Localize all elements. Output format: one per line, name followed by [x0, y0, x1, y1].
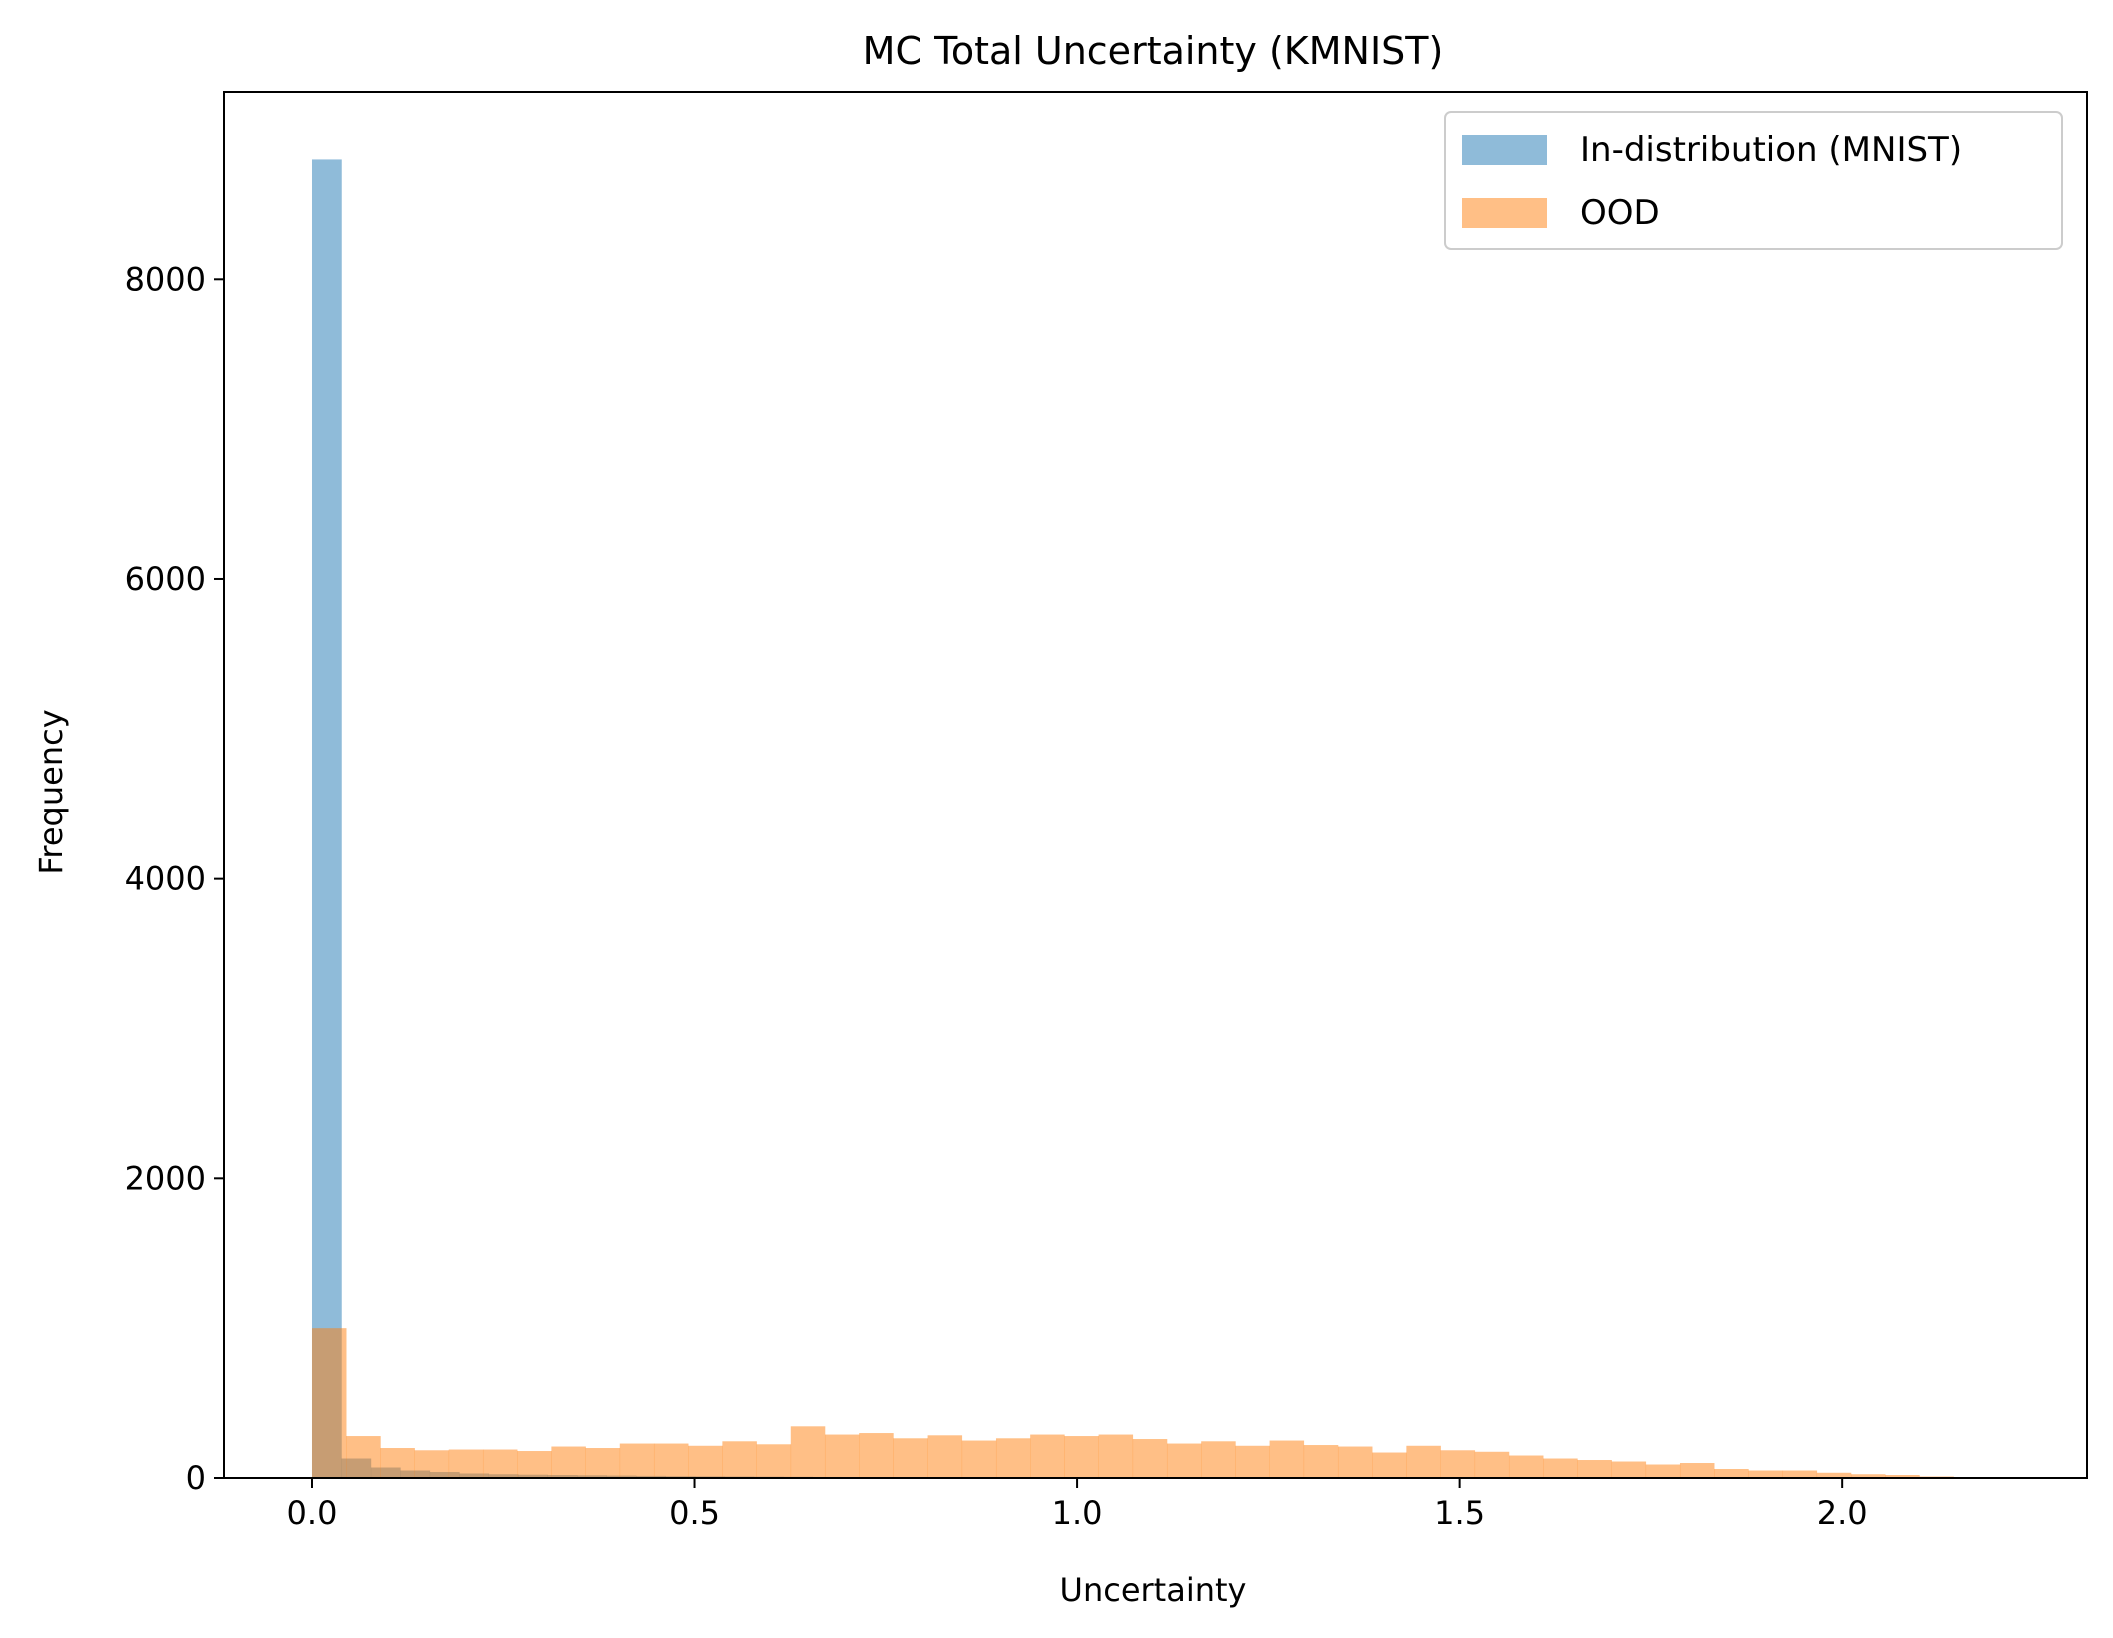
legend: In-distribution (MNIST) OOD	[1444, 111, 2063, 250]
legend-label-ood: OOD	[1580, 193, 1660, 233]
x-axis: 0.0 0.5 1.0 1.5 2.0	[287, 1478, 1868, 1532]
histogram-bar	[1714, 1469, 1749, 1478]
histogram-bar	[927, 1435, 963, 1478]
histogram-bar	[1645, 1464, 1681, 1478]
histogram-bar	[1748, 1470, 1783, 1478]
histogram-bar	[1508, 1455, 1544, 1478]
y-tick-label: 6000	[125, 560, 206, 598]
histogram-bar	[1816, 1472, 1852, 1478]
legend-swatch-ood	[1462, 198, 1547, 228]
legend-label-in-distribution: In-distribution (MNIST)	[1580, 130, 1962, 170]
legend-swatch-in-distribution	[1462, 135, 1547, 165]
series-ood	[311, 1328, 2023, 1478]
histogram-bar	[1679, 1463, 1715, 1478]
histogram-bar	[346, 1436, 381, 1478]
y-tick-label: 0	[186, 1459, 206, 1497]
histogram-bar	[448, 1449, 484, 1478]
histogram-bar	[619, 1443, 655, 1478]
histogram-bar	[311, 1328, 347, 1478]
histogram-bar	[961, 1440, 997, 1478]
series-in-distribution	[311, 159, 1314, 1479]
histogram-bar	[859, 1433, 894, 1478]
histogram-bar	[653, 1443, 689, 1478]
histogram-bar	[1577, 1460, 1612, 1478]
histogram-bar	[995, 1438, 1031, 1478]
histogram-bar	[482, 1449, 518, 1478]
histogram-bar	[790, 1426, 826, 1478]
x-tick-label: 2.0	[1817, 1494, 1868, 1532]
histogram-bar	[756, 1444, 792, 1478]
x-tick-label: 0.0	[287, 1494, 338, 1532]
histogram-bar	[1782, 1470, 1818, 1478]
histogram-bar	[1098, 1434, 1134, 1478]
x-tick-label: 1.5	[1434, 1494, 1485, 1532]
histogram-bar	[1132, 1439, 1168, 1478]
legend-frame	[1444, 111, 2063, 250]
histogram-bar	[414, 1450, 450, 1478]
histogram-bar	[1269, 1440, 1305, 1478]
histogram-bar	[688, 1445, 723, 1478]
x-axis-label: Uncertainty	[1060, 1571, 1247, 1609]
histogram-bar	[1064, 1436, 1099, 1478]
y-axis: 0 2000 4000 6000 8000	[125, 260, 224, 1497]
histogram-bar	[722, 1441, 757, 1478]
histogram-bar	[380, 1448, 415, 1478]
histogram-bar	[1303, 1445, 1339, 1478]
y-tick-label: 2000	[125, 1159, 206, 1197]
x-tick-label: 0.5	[669, 1494, 720, 1532]
histogram-bar	[1337, 1446, 1373, 1478]
histogram-bar	[1440, 1450, 1476, 1478]
chart-title: MC Total Uncertainty (KMNIST)	[863, 29, 1444, 73]
histogram-bar	[1372, 1452, 1407, 1478]
histogram-bar	[551, 1446, 586, 1478]
histogram-bar	[824, 1434, 860, 1478]
histogram-bar	[1406, 1445, 1441, 1478]
histogram-bar	[1543, 1458, 1578, 1478]
histogram-bar	[1474, 1451, 1510, 1478]
y-axis-label: Frequency	[32, 709, 70, 874]
y-tick-label: 8000	[125, 260, 206, 298]
histogram-bar	[1166, 1443, 1202, 1478]
histogram-bar	[1201, 1441, 1236, 1478]
bars-layer	[311, 159, 2023, 1479]
x-tick-label: 1.0	[1052, 1494, 1103, 1532]
histogram-bar	[1885, 1475, 1920, 1478]
histogram-bar	[311, 159, 342, 1479]
histogram-bar	[1030, 1434, 1065, 1478]
plot-frame	[223, 91, 2088, 1479]
histogram-bar	[517, 1451, 552, 1478]
histogram-bar	[1850, 1474, 1886, 1478]
histogram-bar	[893, 1438, 928, 1478]
histogram-bar	[1611, 1461, 1647, 1478]
y-tick-label: 4000	[125, 860, 206, 898]
histogram-bar	[585, 1448, 621, 1478]
histogram-bar	[1235, 1445, 1270, 1478]
